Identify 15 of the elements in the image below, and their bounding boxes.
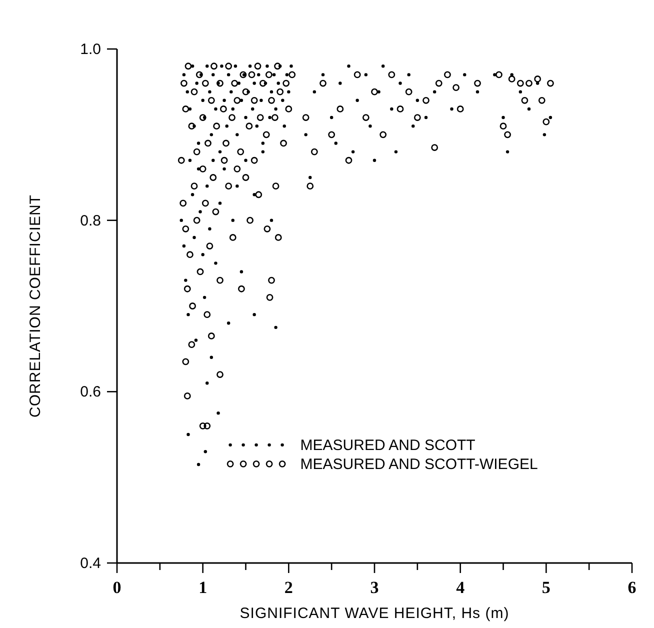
x-axis-title: SIGNIFICANT WAVE HEIGHT, Hs (m): [240, 605, 510, 622]
x-tick-label: 3: [370, 578, 379, 597]
x-tick-label: 1: [198, 578, 208, 597]
y-axis-title: CORRELATION COEFFICIENT: [27, 194, 44, 418]
legend-label: MEASURED AND SCOTT-WIEGEL: [300, 456, 538, 473]
x-tick-label: 4: [456, 578, 466, 597]
y-tick-label: 0.8: [80, 212, 101, 230]
y-tick-label: 0.6: [80, 384, 101, 401]
y-tick-label: 1.0: [80, 41, 101, 58]
x-tick-label: 5: [542, 578, 550, 597]
legend-label: MEASURED AND SCOTT: [300, 436, 476, 454]
x-tick-label: 2: [284, 578, 293, 597]
x-tick-label: 0: [112, 578, 122, 597]
x-tick-label: 6: [628, 578, 636, 597]
y-tick-label: 0.4: [80, 555, 101, 572]
